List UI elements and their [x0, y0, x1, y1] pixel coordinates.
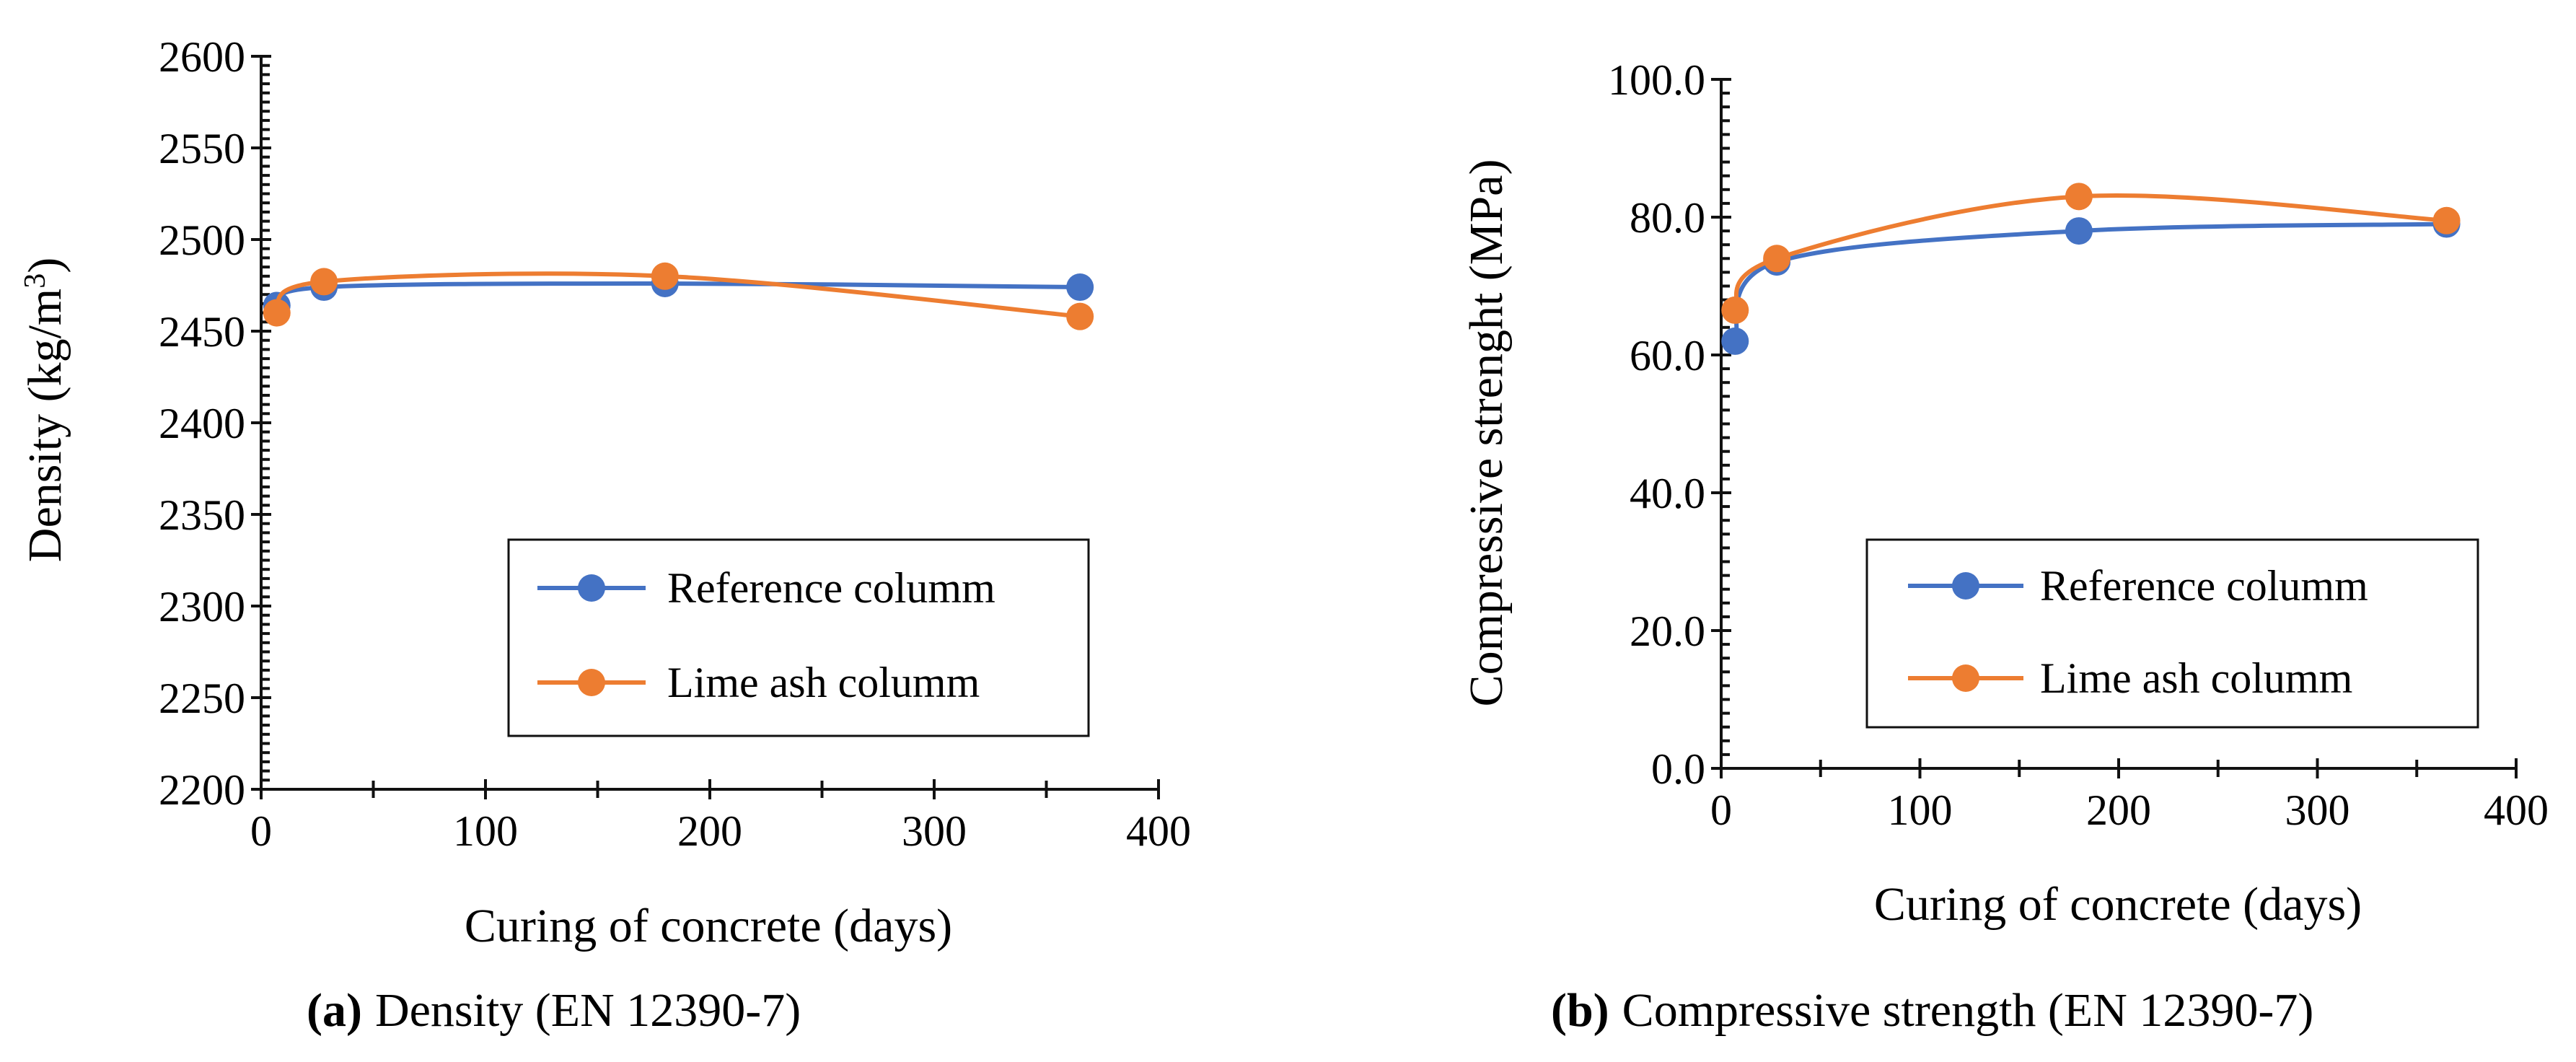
density-y-tick-label: 2250 [159, 675, 245, 722]
strength-caption: (b) Compressive strength (EN 12390-7) [1551, 984, 2313, 1037]
strength-x-tick-label: 300 [2285, 786, 2350, 834]
strength-legend: Reference columm Lime ash columm [1865, 538, 2479, 729]
strength-y-tick-label: 0.0 [1651, 745, 1705, 793]
density-y-tick-label: 2300 [159, 583, 245, 631]
strength-caption-letter: (b) [1551, 984, 1609, 1037]
strength-y-tick-label: 40.0 [1630, 470, 1705, 517]
density-lime-point [310, 268, 338, 296]
strength-lime-point [1763, 245, 1791, 273]
density-y-tick-label: 2550 [159, 125, 245, 172]
density-ticks: 2200 2250 2300 2350 2400 2450 2500 2550 2600 0 100… [159, 33, 1191, 855]
density-lime-point [651, 262, 679, 290]
density-x-tick-label: 100 [453, 807, 518, 855]
density-legend-reference-label: Reference columm [667, 564, 995, 612]
strength-legend-lime-marker [1952, 664, 1979, 692]
density-legend-box [507, 538, 1090, 737]
strength-reference-series-line [1733, 221, 2447, 343]
strength-x-axis-title: Curing of concrete (days) [1874, 878, 2362, 931]
density-lime-series-line [275, 271, 1081, 319]
strength-legend-lime-label: Lime ash columm [2040, 654, 2352, 702]
strength-series [1721, 183, 2461, 355]
density-lime-point [1066, 302, 1094, 330]
strength-y-tick-label: 60.0 [1630, 332, 1705, 379]
density-lime-point [263, 299, 291, 327]
strength-legend-box [1865, 538, 2479, 729]
density-reference-series-line [276, 281, 1081, 308]
density-y-tick-label: 2500 [159, 216, 245, 264]
density-x-tick-label: 200 [677, 807, 742, 855]
strength-x-tick-label: 200 [2086, 786, 2151, 834]
density-caption-letter: (a) [307, 984, 362, 1037]
density-x-tick-label: 400 [1126, 807, 1191, 855]
density-x-tick-label: 0 [250, 807, 272, 855]
density-legend-lime-label: Lime ash columm [667, 659, 980, 706]
strength-reference-point [1721, 327, 1749, 355]
density-y-tick-label: 2400 [159, 400, 245, 447]
density-y-axis-title: Density (kg/m3) [19, 258, 71, 562]
strength-reference-point [2065, 217, 2093, 245]
density-y-tick-label: 2450 [159, 308, 245, 356]
strength-x-tick-label: 0 [1710, 786, 1732, 834]
strength-x-tick-label: 100 [1888, 786, 1953, 834]
density-x-axis-title: Curing of concrete (days) [465, 900, 952, 952]
strength-y-tick-label: 20.0 [1630, 607, 1705, 655]
strength-y-axis-title: Compressive strenght (MPa) [1460, 159, 1513, 707]
density-legend: Reference columm Lime ash columm [507, 538, 1090, 737]
density-y-tick-label: 2350 [159, 491, 245, 539]
strength-legend-reference-label: Reference columm [2040, 562, 2368, 610]
strength-legend-reference-marker [1952, 572, 1979, 600]
strength-y-tick-label: 80.0 [1630, 194, 1705, 242]
density-legend-reference-marker [578, 574, 605, 602]
strength-lime-point [1721, 296, 1749, 324]
strength-y-tick-label: 100.0 [1608, 56, 1705, 104]
compressive-strength-chart: 0.0 20.0 40.0 60.0 80.0 100.0 0 100 200 300 400 Cu… [1460, 56, 2549, 1037]
density-legend-lime-marker [578, 669, 605, 696]
density-x-tick-label: 300 [902, 807, 967, 855]
strength-lime-series-line [1733, 193, 2447, 312]
density-caption-text: Density (EN 12390-7) [375, 984, 801, 1037]
density-y-tick-label: 2600 [159, 33, 245, 81]
strength-caption-text: Compressive strength (EN 12390-7) [1622, 984, 2314, 1037]
density-chart: 2200 2250 2300 2350 2400 2450 2500 2550 2600 0 100… [19, 33, 1191, 1037]
strength-x-tick-label: 400 [2484, 786, 2549, 834]
strength-ticks: 0.0 20.0 40.0 60.0 80.0 100.0 0 100 200 300 400 [1608, 56, 2549, 834]
density-reference-point [1066, 273, 1094, 302]
density-series [263, 262, 1094, 330]
density-caption: (a) Density (EN 12390-7) [307, 984, 801, 1037]
strength-lime-point [2065, 183, 2093, 211]
density-y-tick-label: 2200 [159, 766, 245, 814]
strength-lime-point [2432, 206, 2461, 234]
